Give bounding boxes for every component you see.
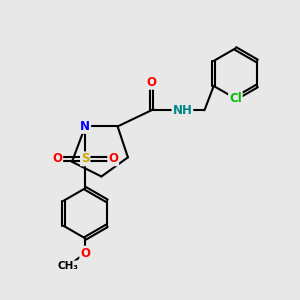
Text: O: O (52, 152, 62, 165)
Text: O: O (80, 247, 90, 260)
Text: O: O (146, 76, 157, 89)
Text: O: O (108, 152, 118, 165)
Text: S: S (81, 152, 89, 165)
Text: NH: NH (172, 104, 192, 117)
Text: CH₃: CH₃ (57, 261, 78, 271)
Text: Cl: Cl (229, 92, 242, 105)
Text: N: N (80, 120, 90, 133)
